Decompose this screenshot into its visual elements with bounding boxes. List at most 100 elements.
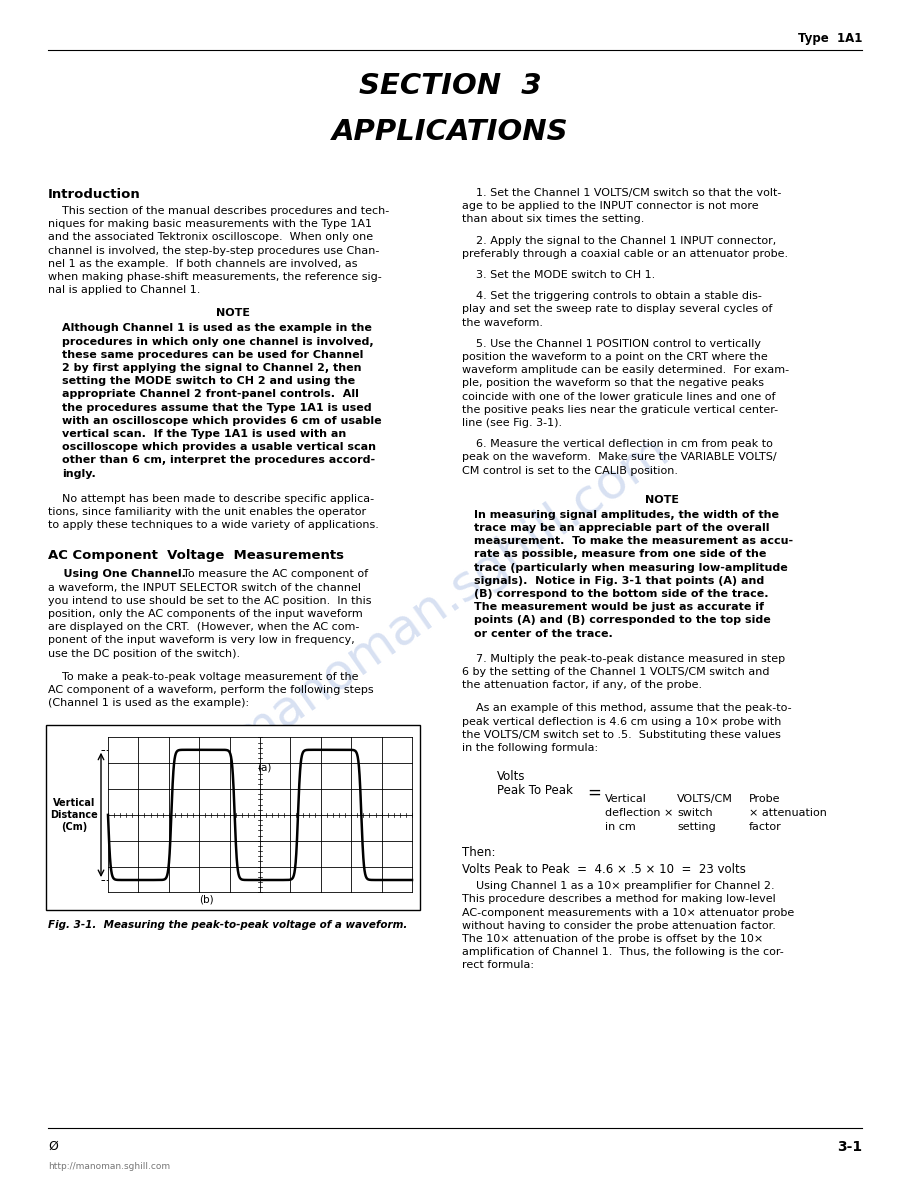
Text: Ø: Ø xyxy=(48,1140,58,1154)
Text: deflection ×: deflection × xyxy=(605,808,673,819)
Text: Peak To Peak: Peak To Peak xyxy=(497,784,573,797)
Text: in cm: in cm xyxy=(605,822,635,833)
Text: in the following formula:: in the following formula: xyxy=(462,742,598,753)
Text: are displayed on the CRT.  (However, when the AC com-: are displayed on the CRT. (However, when… xyxy=(48,623,359,632)
Text: SECTION  3: SECTION 3 xyxy=(359,72,541,100)
Text: Although Channel 1 is used as the example in the: Although Channel 1 is used as the exampl… xyxy=(62,323,372,334)
Text: appropriate Channel 2 front-panel controls.  All: appropriate Channel 2 front-panel contro… xyxy=(62,390,359,399)
Text: CM control is set to the CALIB position.: CM control is set to the CALIB position. xyxy=(462,466,678,475)
Text: NOTE: NOTE xyxy=(645,494,679,505)
Text: To make a peak-to-peak voltage measurement of the: To make a peak-to-peak voltage measureme… xyxy=(48,671,358,682)
Text: nel 1 as the example.  If both channels are involved, as: nel 1 as the example. If both channels a… xyxy=(48,259,357,268)
Text: Fig. 3-1.  Measuring the peak-to-peak voltage of a waveform.: Fig. 3-1. Measuring the peak-to-peak vol… xyxy=(48,921,408,930)
Text: signals).  Notice in Fig. 3-1 that points (A) and: signals). Notice in Fig. 3-1 that points… xyxy=(474,576,764,586)
Text: ple, position the waveform so that the negative peaks: ple, position the waveform so that the n… xyxy=(462,379,764,388)
Text: In measuring signal amplitudes, the width of the: In measuring signal amplitudes, the widt… xyxy=(474,510,779,520)
Text: 6 by the setting of the Channel 1 VOLTS/CM switch and: 6 by the setting of the Channel 1 VOLTS/… xyxy=(462,666,770,677)
Text: AC-component measurements with a 10× attenuator probe: AC-component measurements with a 10× att… xyxy=(462,908,794,917)
Text: VOLTS/CM: VOLTS/CM xyxy=(677,795,733,804)
Text: to apply these techniques to a wide variety of applications.: to apply these techniques to a wide vari… xyxy=(48,520,379,530)
Text: the procedures assume that the Type 1A1 is used: the procedures assume that the Type 1A1 … xyxy=(62,403,372,412)
Text: oscilloscope which provides a usable vertical scan: oscilloscope which provides a usable ver… xyxy=(62,442,376,453)
Text: Volts: Volts xyxy=(497,770,526,783)
Text: a waveform, the INPUT SELECTOR switch of the channel: a waveform, the INPUT SELECTOR switch of… xyxy=(48,582,361,593)
Text: AC component of a waveform, perform the following steps: AC component of a waveform, perform the … xyxy=(48,685,374,695)
Text: amplification of Channel 1.  Thus, the following is the cor-: amplification of Channel 1. Thus, the fo… xyxy=(462,947,784,958)
Text: rect formula:: rect formula: xyxy=(462,960,534,971)
Text: vertical scan.  If the Type 1A1 is used with an: vertical scan. If the Type 1A1 is used w… xyxy=(62,429,346,440)
Text: switch: switch xyxy=(677,808,713,819)
Text: trace (particularly when measuring low-amplitude: trace (particularly when measuring low-a… xyxy=(474,563,788,573)
Text: NOTE: NOTE xyxy=(216,309,250,318)
Text: Vertical
Distance
(Cm): Vertical Distance (Cm) xyxy=(50,798,98,832)
Text: peak on the waveform.  Make sure the VARIABLE VOLTS/: peak on the waveform. Make sure the VARI… xyxy=(462,453,777,462)
Text: measurement.  To make the measurement as accu-: measurement. To make the measurement as … xyxy=(474,536,793,546)
Text: 3. Set the MODE switch to CH 1.: 3. Set the MODE switch to CH 1. xyxy=(462,270,655,280)
Text: As an example of this method, assume that the peak-to-: As an example of this method, assume tha… xyxy=(462,703,792,714)
Text: the positive peaks lies near the graticule vertical center-: the positive peaks lies near the graticu… xyxy=(462,405,778,415)
Text: with an oscilloscope which provides 6 cm of usable: with an oscilloscope which provides 6 cm… xyxy=(62,416,382,425)
Text: 2. Apply the signal to the Channel 1 INPUT connector,: 2. Apply the signal to the Channel 1 INP… xyxy=(462,235,776,246)
Text: procedures in which only one channel is involved,: procedures in which only one channel is … xyxy=(62,336,374,347)
Text: 2 by first applying the signal to Channel 2, then: 2 by first applying the signal to Channe… xyxy=(62,364,362,373)
Text: The measurement would be just as accurate if: The measurement would be just as accurat… xyxy=(474,602,764,612)
Text: 7. Multiply the peak-to-peak distance measured in step: 7. Multiply the peak-to-peak distance me… xyxy=(462,653,785,664)
Text: the waveform.: the waveform. xyxy=(462,317,543,328)
Text: these same procedures can be used for Channel: these same procedures can be used for Ch… xyxy=(62,349,364,360)
Text: 4. Set the triggering controls to obtain a stable dis-: 4. Set the triggering controls to obtain… xyxy=(462,291,762,302)
Text: (a): (a) xyxy=(256,763,271,773)
Text: nal is applied to Channel 1.: nal is applied to Channel 1. xyxy=(48,285,201,295)
Text: than about six times the setting.: than about six times the setting. xyxy=(462,214,644,225)
Text: or center of the trace.: or center of the trace. xyxy=(474,628,613,639)
Text: Type  1A1: Type 1A1 xyxy=(797,32,862,45)
Text: rate as possible, measure from one side of the: rate as possible, measure from one side … xyxy=(474,549,767,560)
Text: Introduction: Introduction xyxy=(48,188,140,201)
Text: The 10× attenuation of the probe is offset by the 10×: The 10× attenuation of the probe is offs… xyxy=(462,934,763,944)
Text: factor: factor xyxy=(749,822,782,833)
Text: 1. Set the Channel 1 VOLTS/CM switch so that the volt-: 1. Set the Channel 1 VOLTS/CM switch so … xyxy=(462,188,781,198)
Text: channel is involved, the step-by-step procedures use Chan-: channel is involved, the step-by-step pr… xyxy=(48,246,380,255)
Text: manoman.sghill.com: manoman.sghill.com xyxy=(222,424,678,764)
Text: line (see Fig. 3-1).: line (see Fig. 3-1). xyxy=(462,418,562,428)
Text: preferably through a coaxial cable or an attenuator probe.: preferably through a coaxial cable or an… xyxy=(462,248,788,259)
Text: Then:: Then: xyxy=(462,846,496,859)
Text: trace may be an appreciable part of the overall: trace may be an appreciable part of the … xyxy=(474,523,770,533)
Text: tions, since familiarity with the unit enables the operator: tions, since familiarity with the unit e… xyxy=(48,507,366,517)
Text: ingly.: ingly. xyxy=(62,468,95,479)
Text: Using One Channel.: Using One Channel. xyxy=(48,569,186,580)
Text: Volts Peak to Peak  =  4.6 × .5 × 10  =  23 volts: Volts Peak to Peak = 4.6 × .5 × 10 = 23 … xyxy=(462,864,746,877)
Text: waveform amplitude can be easily determined.  For exam-: waveform amplitude can be easily determi… xyxy=(462,365,789,375)
Text: Vertical: Vertical xyxy=(605,795,647,804)
Text: × attenuation: × attenuation xyxy=(749,808,827,819)
Text: Using Channel 1 as a 10× preamplifier for Channel 2.: Using Channel 1 as a 10× preamplifier fo… xyxy=(462,881,775,891)
Bar xyxy=(46,726,420,910)
Text: This section of the manual describes procedures and tech-: This section of the manual describes pro… xyxy=(48,206,389,216)
Text: you intend to use should be set to the AC position.  In this: you intend to use should be set to the A… xyxy=(48,596,372,606)
Text: the VOLTS/CM switch set to .5.  Substituting these values: the VOLTS/CM switch set to .5. Substitut… xyxy=(462,729,781,740)
Text: setting the MODE switch to CH 2 and using the: setting the MODE switch to CH 2 and usin… xyxy=(62,377,356,386)
Text: when making phase-shift measurements, the reference sig-: when making phase-shift measurements, th… xyxy=(48,272,382,282)
Text: position the waveform to a point on the CRT where the: position the waveform to a point on the … xyxy=(462,352,768,362)
Text: ponent of the input waveform is very low in frequency,: ponent of the input waveform is very low… xyxy=(48,636,355,645)
Text: http://manoman.sghill.com: http://manoman.sghill.com xyxy=(48,1162,170,1171)
Text: peak vertical deflection is 4.6 cm using a 10× probe with: peak vertical deflection is 4.6 cm using… xyxy=(462,716,781,727)
Text: Probe: Probe xyxy=(749,795,780,804)
Text: (B) correspond to the bottom side of the trace.: (B) correspond to the bottom side of the… xyxy=(474,589,769,599)
Text: without having to consider the probe attenuation factor.: without having to consider the probe att… xyxy=(462,921,776,931)
Text: AC Component  Voltage  Measurements: AC Component Voltage Measurements xyxy=(48,549,344,562)
Text: use the DC position of the switch).: use the DC position of the switch). xyxy=(48,649,240,658)
Text: niques for making basic measurements with the Type 1A1: niques for making basic measurements wit… xyxy=(48,220,372,229)
Text: the attenuation factor, if any, of the probe.: the attenuation factor, if any, of the p… xyxy=(462,681,702,690)
Text: setting: setting xyxy=(677,822,716,833)
Text: To measure the AC component of: To measure the AC component of xyxy=(176,569,368,580)
Text: (b): (b) xyxy=(199,895,213,904)
Text: coincide with one of the lower graticule lines and one of: coincide with one of the lower graticule… xyxy=(462,392,776,402)
Text: This procedure describes a method for making low-level: This procedure describes a method for ma… xyxy=(462,895,776,904)
Text: position, only the AC components of the input waveform: position, only the AC components of the … xyxy=(48,609,363,619)
Text: APPLICATIONS: APPLICATIONS xyxy=(332,118,568,146)
Text: 3-1: 3-1 xyxy=(837,1140,862,1154)
Text: (Channel 1 is used as the example):: (Channel 1 is used as the example): xyxy=(48,699,249,708)
Text: other than 6 cm, interpret the procedures accord-: other than 6 cm, interpret the procedure… xyxy=(62,455,375,466)
Text: points (A) and (B) corresponded to the top side: points (A) and (B) corresponded to the t… xyxy=(474,615,770,625)
Text: 5. Use the Channel 1 POSITION control to vertically: 5. Use the Channel 1 POSITION control to… xyxy=(462,339,761,349)
